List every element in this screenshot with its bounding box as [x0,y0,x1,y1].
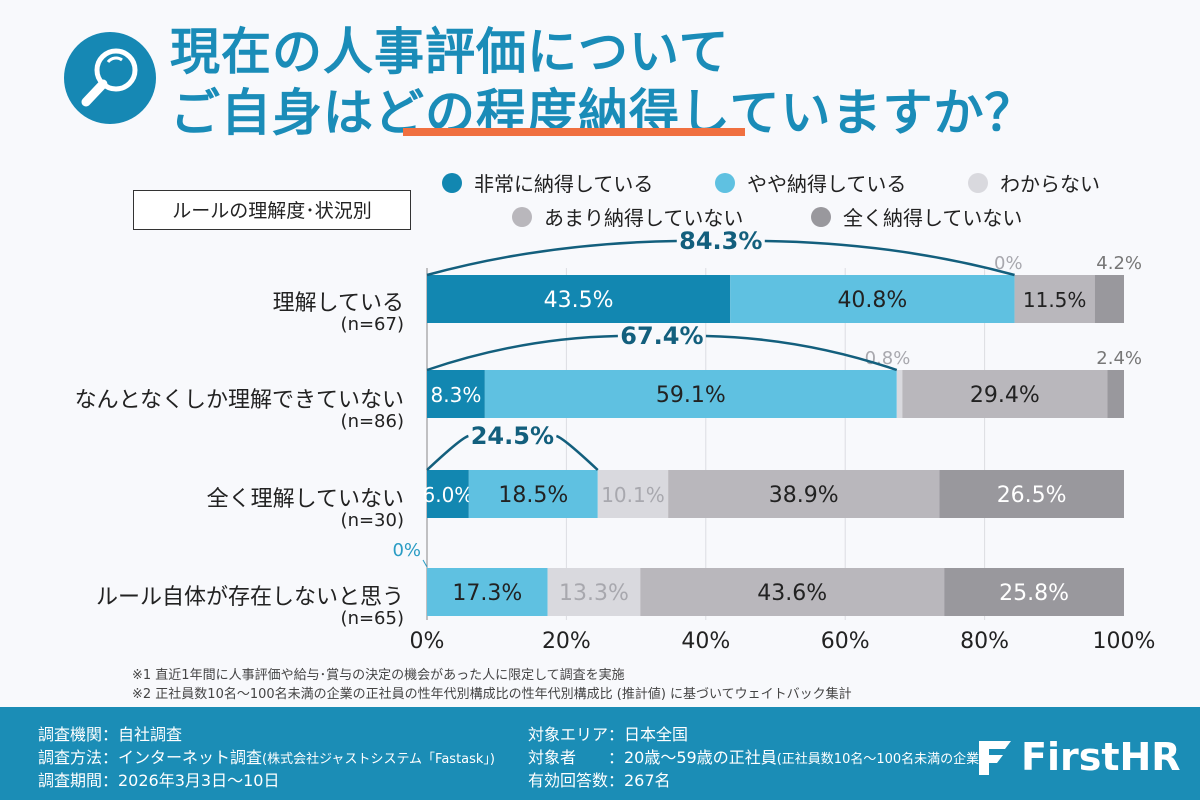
x-tick-label: 100% [1093,629,1156,654]
legend-label: 全く納得していない [843,206,1023,230]
stacked-bar-chart: 0% 20% 40% 60% 80% 100%43.5% 40.8%0%11.5%4.2%8… [392,227,1156,654]
data-label: 38.9% [769,483,839,508]
x-tick-label: 40% [681,629,730,654]
bar-segment [939,470,1124,518]
data-label: 13.3% [559,581,629,606]
bar-segment [896,370,903,418]
label-leader-line [422,559,428,568]
bar-segment [427,568,548,616]
bar-segment [944,568,1124,616]
category-n: (n=86) [340,411,404,432]
footer: 調査機関：自社調査 調査方法：インターネット調査(株式会社ジャストシステム「Fa… [0,707,1200,800]
data-label: 11.5% [1023,288,1087,312]
bar-segment [547,568,641,616]
data-label: 4.2% [1096,253,1142,274]
x-tick-label: 80% [960,629,1009,654]
footer-method: 調査方法：インターネット調査(株式会社ジャストシステム「Fastask」) [38,744,495,768]
firsthr-logo: FirstHR [975,735,1181,779]
bar-segment [668,470,940,518]
legend-dot [715,172,735,193]
bar-segment [597,470,669,518]
logo-text: FirstHR [1021,735,1181,779]
bracket-total-label: 84.3% [679,227,762,255]
data-label: 40.8% [837,288,907,313]
title-highlight-underline [403,128,745,136]
bracket-total-label: 24.5% [471,422,554,450]
bracket-line [426,239,1015,277]
category-label: 全く理解していない [206,487,404,512]
legend-label: やや納得している [747,172,907,196]
title-line-2: ご自身はどの程度納得していますか？ [170,73,1036,145]
footer-method-label: 調査方法：インターネット調査 [38,748,263,767]
bar-segment [427,470,469,518]
data-label: 0% [392,540,421,561]
category-label: 理解している [272,291,404,316]
data-label: 59.1% [656,383,726,408]
subgroup-label: ルールの理解度･状況別 [133,190,411,230]
legend-dot [811,206,831,227]
footer-target-note: (正社員数10名〜100名未満の企業) [776,752,985,767]
x-tick-label: 0% [410,629,445,654]
legend-item: 非常に納得している [442,168,653,197]
logo-mark-icon [979,741,1011,775]
legend-item: やや納得している [715,168,906,197]
legend-item: 全く納得していない [811,202,1022,231]
footer-responses: 有効回答数：267名 [528,771,671,790]
title-pre: ご自身は [170,84,374,142]
data-label: 43.5% [544,288,614,313]
legend-dot [512,206,532,227]
bar-segment [640,568,945,616]
bracket-line [426,434,599,471]
bar-segment [468,470,598,518]
legend-dot [968,172,988,193]
bar-segment [1094,275,1124,323]
data-label: 25.8% [999,581,1069,606]
footer-target-label: 対象者 ：20歳〜59歳の正社員 [528,748,777,767]
category-label: ルール自体が存在しないと思う [95,585,404,610]
bar-segment [902,370,1108,418]
footer-org: 調査機関：自社調査 [38,725,183,744]
bar-segment [1107,370,1124,418]
category-n: (n=67) [340,314,404,335]
magnifier-icon [64,32,156,124]
data-label: 6.0% [423,483,474,507]
data-label: 17.3% [452,581,522,606]
legend-label: 非常に納得している [474,172,654,196]
footer-period: 調査期間：2026年3月3日〜10日 [38,771,280,790]
bar-segment [484,370,897,418]
footer-area: 対象エリア：日本全国 [528,725,689,744]
data-label: 43.6% [757,581,827,606]
note-1: ※1 直近1年間に人事評価や給与･賞与の決定の機会があった人に限定して調査を実施 [132,668,625,683]
bar-segment [427,370,485,418]
footer-target: 対象者 ：20歳〜59歳の正社員(正社員数10名〜100名未満の企業) [528,744,984,768]
data-label: 8.3% [431,383,482,407]
legend-item: あまり納得していない [512,202,743,231]
data-label: 26.5% [997,483,1067,508]
category-n: (n=65) [340,608,404,629]
data-label: 18.5% [498,483,568,508]
category-label: なんとなくしか理解できていない [74,388,404,413]
legend-item: わからない [968,168,1100,197]
note-2: ※2 正社員数10名〜100名未満の企業の正社員の性年代別構成比の性年代別構成比… [132,687,852,702]
data-label: 29.4% [970,383,1040,408]
data-label: 2.4% [1096,348,1142,369]
legend-label: あまり納得していない [544,206,744,230]
bar-segment [730,275,1015,323]
title-line-1: 現在の人事評価について [170,23,730,81]
category-n: (n=30) [340,510,404,531]
data-label: 10.1% [601,483,665,507]
bar-segment [1014,275,1095,323]
x-tick-label: 60% [821,629,870,654]
footer-method-note: (株式会社ジャストシステム「Fastask」) [262,752,496,767]
data-label: 0% [994,253,1023,274]
bracket-total-label: 67.4% [620,322,703,350]
legend-dot [442,172,462,193]
bar-segment [427,275,731,323]
x-tick-label: 20% [542,629,591,654]
legend-label: わからない [1000,172,1100,196]
bracket-line [426,334,898,372]
